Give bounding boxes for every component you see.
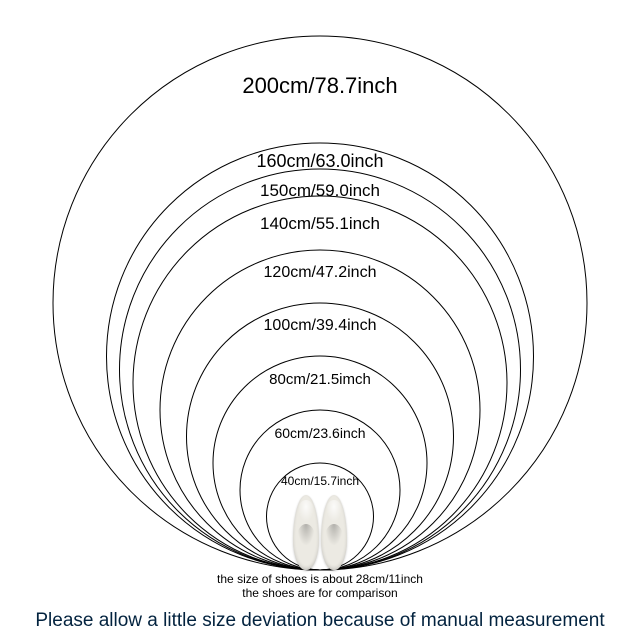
ring-label-40cm: 40cm/15.7inch (170, 474, 470, 488)
shoe-size-note-line1: the size of shoes is about 28cm/11inch (0, 572, 640, 586)
shoe-size-note-line2: the shoes are for comparison (0, 586, 640, 600)
shoe-right (321, 495, 347, 570)
size-diagram: 200cm/78.7inch 160cm/63.0inch 150cm/59.0in… (0, 0, 640, 640)
ring-label-140cm: 140cm/55.1inch (170, 214, 470, 234)
ring-label-150cm: 150cm/59.0inch (170, 181, 470, 201)
ring-label-60cm: 60cm/23.6inch (170, 425, 470, 441)
shoe-left (293, 495, 319, 570)
ring-label-80cm: 80cm/21.5imch (170, 371, 470, 388)
ring-label-200cm: 200cm/78.7inch (170, 73, 470, 99)
ring-label-100cm: 100cm/39.4inch (170, 317, 470, 335)
reference-shoes (293, 495, 347, 570)
ring-label-160cm: 160cm/63.0inch (170, 151, 470, 172)
ring-label-120cm: 120cm/47.2inch (170, 264, 470, 282)
measurement-disclaimer: Please allow a little size deviation bec… (0, 610, 640, 632)
